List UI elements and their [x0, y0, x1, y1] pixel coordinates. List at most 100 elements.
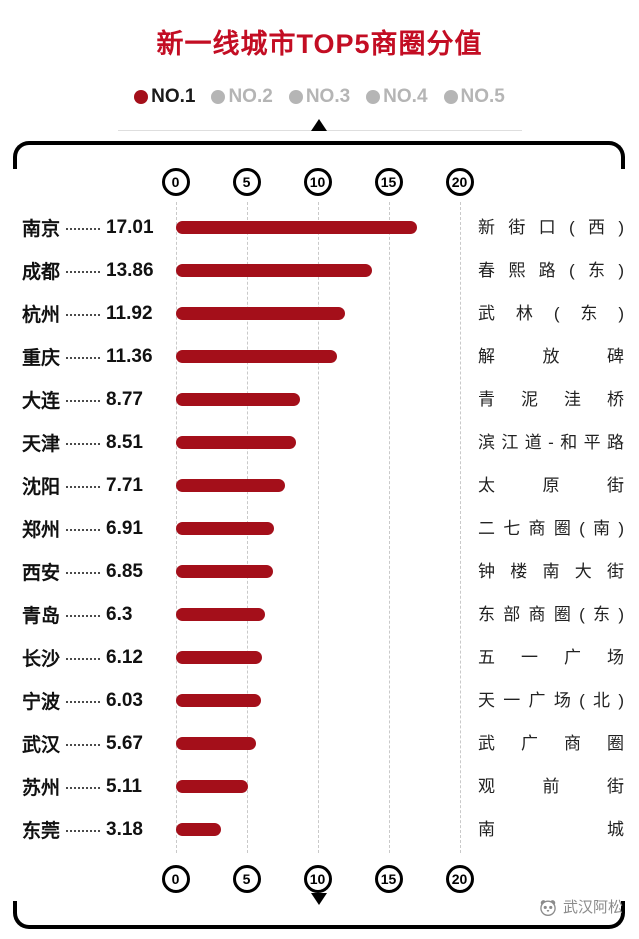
gridline-20: [459, 202, 461, 853]
value-label: 6.3: [106, 603, 133, 625]
row-left: 东莞 3.18: [22, 808, 143, 851]
city-label: 西安: [22, 563, 61, 584]
district-label: 解放碑: [478, 347, 624, 366]
bar: [175, 565, 273, 578]
legend-dot-icon: [288, 90, 303, 104]
district-label: 东部商圈(东): [478, 605, 624, 624]
district-label: 青泥洼桥: [478, 390, 624, 409]
chart-row: 重庆 11.36 解放碑: [0, 335, 639, 378]
row-left: 青岛 6.3: [22, 593, 132, 636]
chart-row: 天津 8.51 滨江道-和平路: [0, 421, 639, 464]
value-label: 6.91: [106, 517, 143, 539]
dotted-leader: [66, 657, 101, 660]
district-label: 新街口(西): [478, 218, 624, 237]
row-left: 武汉 5.67: [22, 722, 143, 765]
legend-label: NO.5: [460, 86, 505, 107]
bar: [175, 780, 249, 793]
value-label: 3.18: [106, 818, 143, 840]
city-label: 重庆: [22, 348, 61, 369]
down-arrow-marker: [311, 893, 327, 905]
value-label: 5.11: [106, 775, 142, 797]
legend-item-no3: NO.3: [288, 86, 350, 108]
legend: NO.1 NO.2 NO.3 NO.4 NO.5: [0, 86, 639, 108]
bottom-bracket: [13, 901, 625, 929]
chart-row: 杭州 11.92 武林(东): [0, 292, 639, 335]
city-label: 成都: [22, 262, 61, 283]
row-left: 苏州 5.11: [22, 765, 142, 808]
value-label: 7.71: [106, 474, 143, 496]
dotted-leader: [66, 786, 101, 789]
row-left: 长沙 6.12: [22, 636, 143, 679]
bar: [175, 436, 297, 449]
axis-tick-5: 5: [232, 865, 261, 893]
district-label: 天一广场(北): [478, 691, 624, 710]
value-label: 6.03: [106, 689, 143, 711]
bar: [175, 307, 345, 320]
dotted-leader: [66, 571, 101, 574]
value-label: 13.86: [106, 259, 154, 281]
city-label: 青岛: [22, 606, 61, 627]
axis-tick-15: 15: [374, 865, 403, 893]
legend-dot-icon: [211, 90, 226, 104]
dotted-leader: [66, 313, 101, 316]
dotted-leader: [66, 743, 101, 746]
bar: [175, 651, 263, 664]
row-left: 西安 6.85: [22, 550, 143, 593]
axis-tick-20: 20: [445, 865, 474, 893]
value-label: 5.67: [106, 732, 143, 754]
row-left: 重庆 11.36: [22, 335, 153, 378]
gridline-10: [317, 202, 319, 853]
legend-dot-icon: [443, 90, 458, 104]
district-label: 钟楼南大街: [478, 562, 624, 581]
chart-row: 东莞 3.18 南城: [0, 808, 639, 851]
dotted-leader: [66, 399, 101, 402]
bottom-axis: 0 5 10 15 20: [0, 865, 639, 893]
chart-row: 成都 13.86 春熙路(东): [0, 249, 639, 292]
panda-logo-icon: [540, 899, 556, 916]
dotted-leader: [66, 270, 101, 273]
top-bracket: [13, 141, 625, 169]
legend-dot-icon: [366, 90, 381, 104]
chart-row: 西安 6.85 钟楼南大街: [0, 550, 639, 593]
value-label: 6.12: [106, 646, 143, 668]
axis-tick-10: 10: [303, 865, 332, 893]
value-label: 8.51: [106, 431, 143, 453]
dotted-leader: [66, 528, 101, 531]
city-label: 苏州: [22, 778, 61, 799]
row-left: 天津 8.51: [22, 421, 143, 464]
value-label: 8.77: [106, 388, 143, 410]
gridline-15: [388, 202, 390, 853]
district-label: 武广商圈: [478, 734, 624, 753]
chart-row: 宁波 6.03 天一广场(北): [0, 679, 639, 722]
city-label: 宁波: [22, 692, 61, 713]
district-label: 太原街: [478, 476, 624, 495]
axis-tick-0: 0: [161, 865, 190, 893]
bar: [175, 608, 265, 621]
dotted-leader: [66, 829, 101, 832]
district-label: 滨江道-和平路: [478, 433, 624, 452]
row-left: 成都 13.86: [22, 249, 154, 292]
axis-tick-20: 20: [445, 168, 474, 196]
row-left: 郑州 6.91: [22, 507, 143, 550]
city-label: 郑州: [22, 520, 61, 541]
legend-item-no1: NO.1: [134, 86, 195, 108]
row-left: 宁波 6.03: [22, 679, 143, 722]
row-left: 沈阳 7.71: [22, 464, 143, 507]
chart-row: 长沙 6.12 五一广场: [0, 636, 639, 679]
bar: [175, 264, 373, 277]
city-label: 武汉: [22, 735, 61, 756]
city-label: 东莞: [22, 821, 61, 842]
legend-item-no2: NO.2: [211, 86, 273, 108]
dotted-leader: [66, 700, 101, 703]
city-label: 长沙: [22, 649, 61, 670]
bar: [175, 737, 256, 750]
district-label: 二七商圈(南): [478, 519, 624, 538]
axis-tick-5: 5: [232, 168, 261, 196]
value-label: 11.92: [106, 302, 153, 324]
top-axis: 0 5 10 15 20: [0, 168, 639, 196]
chart-row: 苏州 5.11 观前街: [0, 765, 639, 808]
city-label: 沈阳: [22, 477, 61, 498]
chart-title: 新一线城市TOP5商圈分值: [156, 29, 483, 59]
row-left: 南京 17.01: [22, 206, 154, 249]
